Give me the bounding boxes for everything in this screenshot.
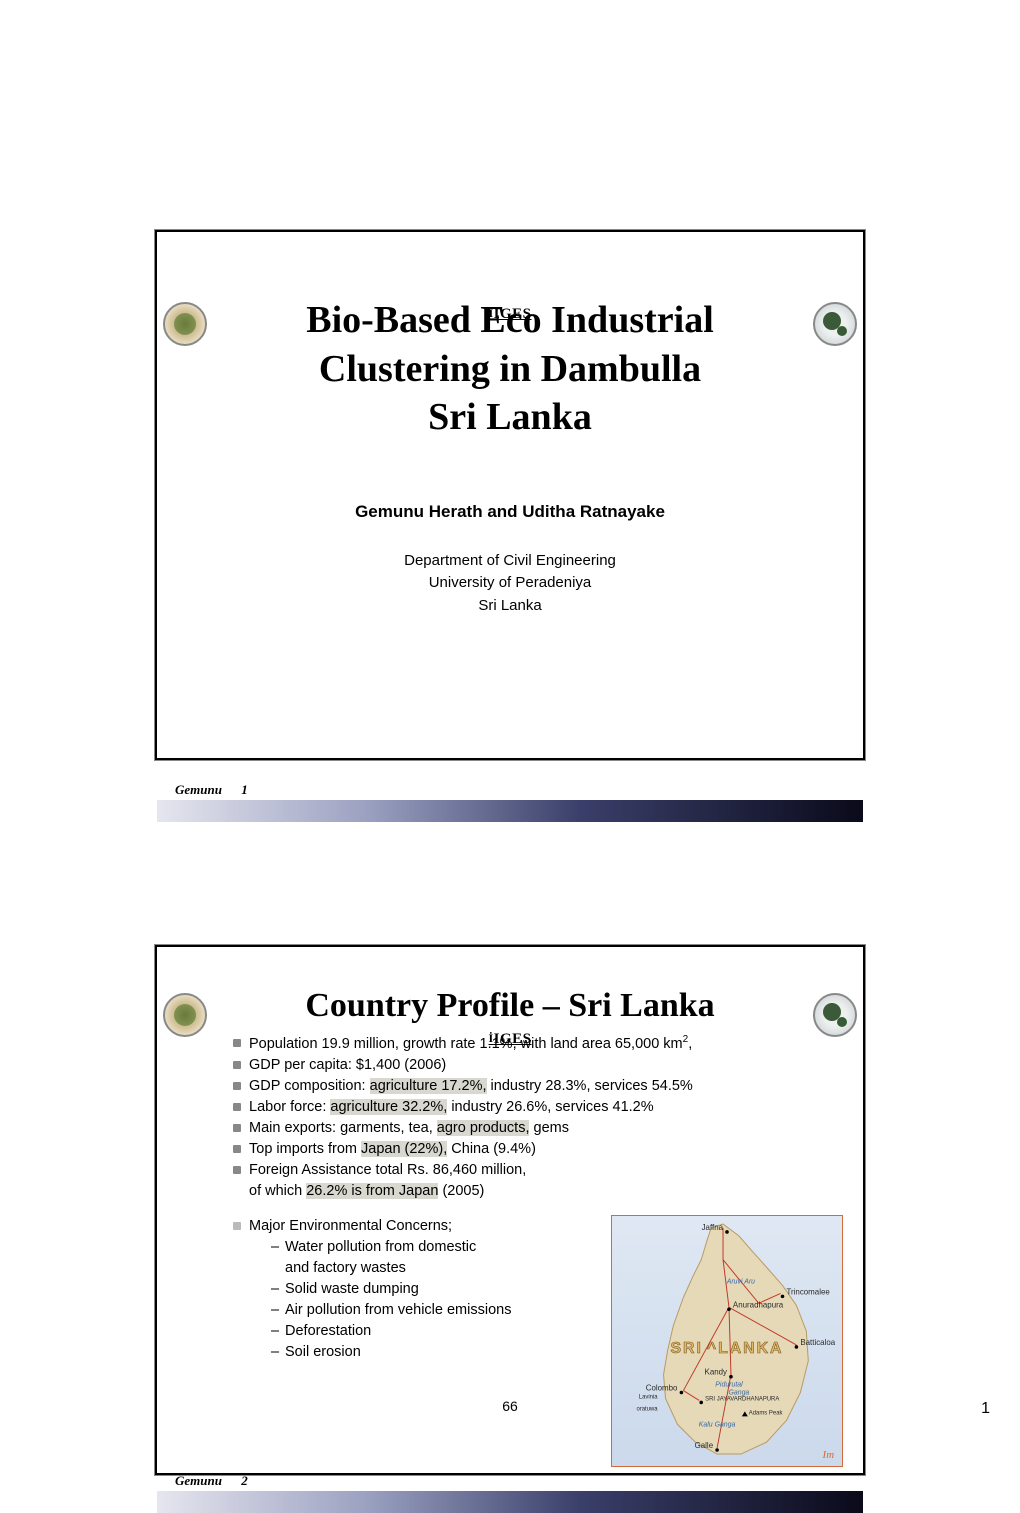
highlight: 26.2% is from Japan — [306, 1183, 438, 1199]
page: İIGES Bio-Based Eco Industrial Clusterin… — [0, 0, 1020, 1442]
footer-slide-number: 1 — [241, 782, 248, 797]
footer-author: Gemunu — [175, 782, 222, 797]
svg-text:Kandy: Kandy — [705, 1368, 728, 1377]
svg-text:Anuradhapura: Anuradhapura — [733, 1300, 784, 1309]
dept-line-3: Sri Lanka — [157, 595, 863, 618]
bullet-text: Top imports from — [249, 1141, 361, 1157]
bullet-text: industry 28.3%, services 54.5% — [487, 1078, 693, 1094]
bullet-population: Population 19.9 million, growth rate 1.1… — [233, 1033, 833, 1055]
svg-text:Trincomalee: Trincomalee — [786, 1287, 830, 1296]
highlight: Japan (22%), — [361, 1141, 447, 1157]
footer-author: Gemunu — [175, 1473, 222, 1488]
bullet-gdp-composition: GDP composition: agriculture 17.2%, indu… — [233, 1076, 833, 1097]
bullet-text: GDP composition: — [249, 1078, 370, 1094]
bullet-text: (2005) — [438, 1183, 484, 1199]
svg-text:Ganga: Ganga — [728, 1390, 749, 1397]
logo-right-icon — [813, 993, 857, 1037]
logo-right-icon — [813, 302, 857, 346]
bullet-text: of which — [249, 1183, 306, 1199]
bullet-text: Foreign Assistance total Rs. 86,460 mill… — [249, 1162, 526, 1178]
svg-text:Aruvi Aru: Aruvi Aru — [726, 1279, 755, 1286]
footer-slide-number: 2 — [241, 1473, 248, 1488]
sri-lanka-map: SRI^LANKA Jaffna TrincomaleeAnuradhapura B… — [611, 1215, 843, 1467]
bullet-text: industry 26.6%, services 41.2% — [447, 1099, 653, 1115]
corner-number: 1 — [981, 1400, 990, 1418]
map-svg: SRI^LANKA Jaffna TrincomaleeAnuradhapura B… — [612, 1216, 842, 1466]
svg-text:Jaffna: Jaffna — [702, 1223, 724, 1232]
bullet-foreign-assistance: Foreign Assistance total Rs. 86,460 mill… — [233, 1160, 833, 1202]
bullet-text: Main exports: garments, tea, — [249, 1120, 437, 1136]
logo-left-icon — [163, 993, 207, 1037]
highlight: agriculture 32.2%, — [330, 1099, 447, 1115]
svg-text:Colombo: Colombo — [646, 1384, 678, 1393]
bullet-labor-force: Labor force: agriculture 32.2%, industry… — [233, 1097, 833, 1118]
bullet-text: Labor force: — [249, 1099, 330, 1115]
header-org-label: İIGES — [488, 306, 531, 323]
bullet-text: China (9.4%) — [447, 1141, 536, 1157]
page-number: 66 — [502, 1398, 518, 1414]
svg-text:oratuwa: oratuwa — [636, 1406, 658, 1412]
map-title: SRI^LANKA — [670, 1340, 783, 1357]
bullet-text: Population 19.9 million, growth rate 1.1… — [249, 1036, 683, 1052]
highlight: agriculture 17.2%, — [370, 1078, 487, 1094]
slide-1-footer: Gemunu 1 — [175, 782, 248, 798]
bullet-text: gems — [529, 1120, 569, 1136]
bullet-imports: Top imports from Japan (22%), China (9.4… — [233, 1139, 833, 1160]
svg-text:Batticaloa: Batticaloa — [800, 1338, 835, 1347]
svg-text:Pidurutal: Pidurutal — [715, 1382, 743, 1389]
bullet-exports: Main exports: garments, tea, agro produc… — [233, 1118, 833, 1139]
map-im-label: Im — [822, 1449, 835, 1461]
slide-2-title: Country Profile – Sri Lanka — [157, 987, 863, 1025]
slide-2-footer: Gemunu 2 — [175, 1473, 248, 1489]
authors: Gemunu Herath and Uditha Ratnayake — [157, 502, 863, 522]
bullet-gdp-capita: GDP per capita: $1,400 (2006) — [233, 1055, 833, 1076]
logo-left-icon — [163, 302, 207, 346]
slide-1: İIGES Bio-Based Eco Industrial Clusterin… — [155, 230, 865, 760]
svg-text:Adams Peak: Adams Peak — [749, 1410, 783, 1416]
affiliation: Department of Civil Engineering Universi… — [157, 550, 863, 618]
svg-text:Galle: Galle — [695, 1441, 714, 1450]
bullet-text: , — [688, 1036, 692, 1052]
svg-text:SRI JAYAVARDHANAPURA: SRI JAYAVARDHANAPURA — [705, 1396, 779, 1402]
footer-gradient-bar — [157, 1491, 863, 1513]
title-line-2: Clustering in Dambulla — [157, 345, 863, 394]
dept-line-1: Department of Civil Engineering — [157, 550, 863, 573]
svg-text:Kalu Ganga: Kalu Ganga — [699, 1421, 736, 1428]
slide-2: İIGES Country Profile – Sri Lanka Popula… — [155, 945, 865, 1475]
highlight: agro products, — [437, 1120, 530, 1136]
svg-text:Lavinia: Lavinia — [639, 1395, 659, 1401]
header-org-text: IGES — [494, 306, 532, 322]
footer-gradient-bar — [157, 800, 863, 822]
title-line-3: Sri Lanka — [157, 393, 863, 442]
dept-line-2: University of Peradeniya — [157, 572, 863, 595]
